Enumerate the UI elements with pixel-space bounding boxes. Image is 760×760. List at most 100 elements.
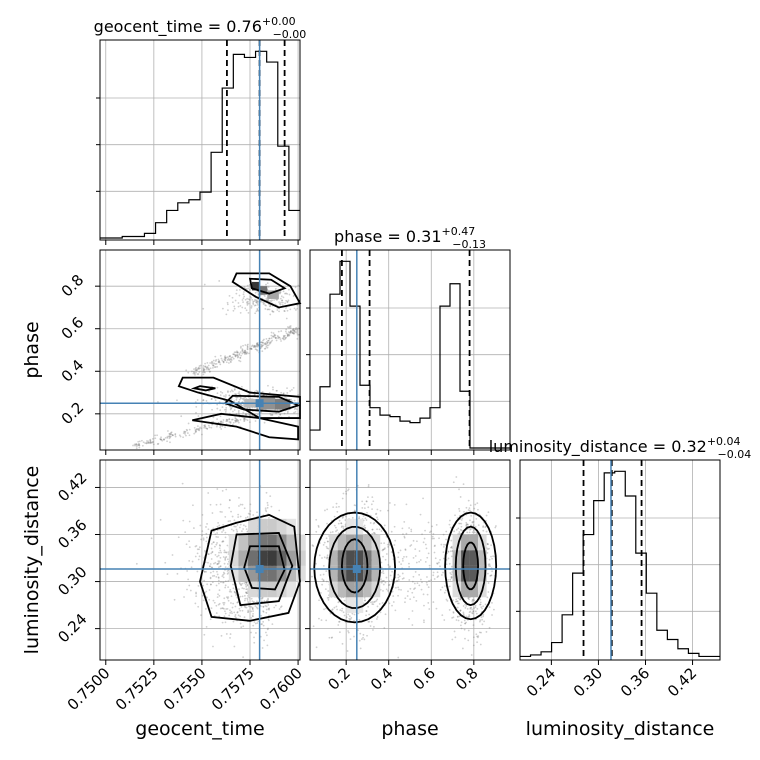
luminosity-distance-vs-phase-sample-876 <box>347 631 350 634</box>
phase-vs-geocent-time-sample-155 <box>218 280 221 282</box>
phase-vs-geocent-time-sample-942 <box>293 408 296 411</box>
luminosity-distance-vs-geocent-time-sample-551 <box>224 536 227 539</box>
phase-vs-geocent-time-sample-347 <box>194 367 197 370</box>
luminosity-distance-vs-geocent-time-sample-875 <box>232 602 235 605</box>
phase-vs-geocent-time-sample-1074 <box>186 429 189 432</box>
luminosity-distance-vs-phase-sample-953 <box>471 531 474 534</box>
phase-vs-geocent-time-sample-226 <box>256 300 259 303</box>
phase-vs-geocent-time-sample-802 <box>236 396 239 399</box>
phase-vs-geocent-time-sample-1158 <box>178 434 181 437</box>
phase-vs-geocent-time-sample-536 <box>192 372 195 375</box>
luminosity-distance-vs-geocent-time-sample-745 <box>182 519 185 522</box>
phase-vs-geocent-time-sample-565 <box>202 371 205 374</box>
phase-vs-geocent-time-sample-708 <box>271 386 274 389</box>
luminosity-distance-vs-phase-sample-717 <box>315 530 318 533</box>
phase-vs-geocent-time-sample-799 <box>229 408 232 411</box>
luminosity-distance-vs-geocent-time-sample-30 <box>217 560 220 563</box>
luminosity-distance-vs-geocent-time-sample-180 <box>230 528 233 531</box>
luminosity-distance-vs-phase-sample-252 <box>365 610 368 612</box>
luminosity-distance-vs-geocent-time-sample-353 <box>256 622 259 624</box>
phase-vs-geocent-time-sample-1025 <box>243 417 246 420</box>
luminosity-distance-vs-phase-sample-1680 <box>388 602 391 605</box>
phase-vs-geocent-time-sample-78 <box>243 291 245 293</box>
phase-vs-geocent-time-sample-222 <box>245 309 248 312</box>
luminosity-distance-vs-phase-sample-1647 <box>451 617 453 619</box>
luminosity-distance-vs-geocent-time-sample-682 <box>239 615 242 618</box>
luminosity-distance-vs-geocent-time-sample-626 <box>205 540 208 543</box>
phase-vs-geocent-time-sample-735 <box>272 388 274 391</box>
luminosity-distance-vs-geocent-time-sample-710 <box>225 551 228 554</box>
luminosity-distance-vs-geocent-time-sample-112 <box>249 513 251 516</box>
phase-vs-geocent-time-sample-876 <box>294 410 297 413</box>
luminosity-distance-vs-phase-sample-1841 <box>437 561 440 564</box>
luminosity-distance-vs-geocent-time-sample-21 <box>217 603 220 606</box>
phase-vs-geocent-time-sample-348 <box>215 359 218 361</box>
luminosity-distance-vs-phase-sample-1465 <box>455 600 458 603</box>
luminosity-distance-vs-phase-sample-1417 <box>459 528 462 531</box>
luminosity-distance-vs-geocent-time-sample-367 <box>234 615 236 618</box>
phase-vs-geocent-time-sample-452 <box>195 368 197 371</box>
luminosity-distance-vs-phase-sample-906 <box>469 607 472 610</box>
phase-vs-geocent-time-sample-272 <box>243 351 246 354</box>
luminosity-distance-vs-phase-sample-935 <box>479 601 482 604</box>
luminosity-distance-vs-phase-sample-867 <box>388 565 391 568</box>
phase-vs-geocent-time-sample-132 <box>262 301 264 304</box>
phase-vs-geocent-time-sample-183 <box>231 296 234 299</box>
luminosity-distance-vs-phase-density-cell-3 <box>329 534 338 551</box>
phase-vs-geocent-time-sample-279 <box>244 351 247 354</box>
luminosity-distance-vs-phase-sample-930 <box>467 597 470 600</box>
luminosity-distance-vs-geocent-time-density-cell-19 <box>267 534 277 551</box>
luminosity-distance-vs-geocent-time-sample-157 <box>249 510 252 512</box>
luminosity-distance-vs-geocent-time-sample-400 <box>173 598 176 601</box>
phase-vs-geocent-time-sample-60 <box>260 300 263 303</box>
phase-vs-geocent-time-sample-140 <box>202 307 205 310</box>
luminosity-distance-vs-phase-sample-1407 <box>457 619 460 622</box>
luminosity-distance-vs-phase-sample-57 <box>337 532 340 535</box>
phase-vs-geocent-time-sample-716 <box>237 412 240 415</box>
luminosity-distance-vs-phase-sample-1806 <box>442 545 445 548</box>
phase-vs-geocent-time-sample-315 <box>212 364 215 366</box>
phase-vs-geocent-time-sample-714 <box>238 400 240 403</box>
phase-vs-geocent-time-sample-355 <box>219 363 222 366</box>
phase-vs-geocent-time-sample-298 <box>296 330 299 333</box>
luminosity-distance-vs-phase-sample-987 <box>454 636 457 639</box>
luminosity-distance-vs-geocent-time-sample-3 <box>218 560 221 563</box>
luminosity-distance-vs-geocent-time-sample-100 <box>225 596 228 599</box>
luminosity-distance-vs-geocent-time-sample-1073 <box>247 610 250 613</box>
luminosity-distance-vs-geocent-time-sample-788 <box>211 550 214 553</box>
luminosity-distance-vs-geocent-time-sample-521 <box>264 604 267 607</box>
xtick-label-geocent-time-1: 0.7525 <box>112 664 162 714</box>
luminosity-distance-vs-geocent-time-sample-794 <box>206 523 208 525</box>
phase-vs-geocent-time-sample-169 <box>267 308 270 311</box>
luminosity-distance-vs-phase-sample-1431 <box>472 624 475 627</box>
luminosity-distance-vs-geocent-time-sample-982 <box>253 621 256 623</box>
phase-vs-geocent-time-sample-168 <box>264 304 266 306</box>
phase-vs-geocent-time-sample-1057 <box>225 420 228 423</box>
phase-vs-geocent-time-sample-141 <box>285 299 287 302</box>
luminosity-distance-vs-phase-sample-1244 <box>449 519 451 522</box>
phase-vs-geocent-time-density-cell-1 <box>259 286 268 295</box>
luminosity-distance-vs-phase-sample-691 <box>372 500 375 503</box>
luminosity-distance-vs-phase-density-cell-18 <box>354 534 364 551</box>
luminosity-distance-vs-phase-sample-387 <box>367 605 370 608</box>
phase-vs-geocent-time-sample-997 <box>198 429 201 432</box>
phase-vs-geocent-time-sample-1151 <box>137 444 140 447</box>
phase-vs-geocent-time-sample-880 <box>237 421 240 424</box>
luminosity-distance-vs-phase-sample-105 <box>380 581 383 584</box>
luminosity-distance-vs-phase-density-cell-42 <box>478 550 487 566</box>
phase-vs-geocent-time-sample-377 <box>242 344 244 347</box>
phase-vs-geocent-time-sample-683 <box>286 392 289 394</box>
luminosity-distance-vs-geocent-time-sample-173 <box>222 581 225 584</box>
phase-vs-geocent-time-sample-547 <box>198 371 201 373</box>
phase-vs-geocent-time-sample-322 <box>222 360 225 363</box>
luminosity-distance-vs-phase-sample-1107 <box>464 603 467 606</box>
luminosity-distance-vs-geocent-time-sample-709 <box>245 528 248 531</box>
phase-vs-geocent-time-sample-397 <box>254 348 257 351</box>
luminosity-distance-vs-phase-sample-1545 <box>443 543 445 546</box>
panel-phase-vs-geocent-time: 0.20.40.60.8 <box>58 249 302 455</box>
luminosity-distance-vs-phase-sample-887 <box>371 533 374 535</box>
luminosity-distance-vs-phase-sample-1600 <box>433 551 436 554</box>
phase-vs-geocent-time-sample-250 <box>296 307 299 310</box>
luminosity-distance-vs-phase-sample-1049 <box>466 523 469 526</box>
luminosity-distance-vs-phase-sample-1844 <box>401 572 404 575</box>
